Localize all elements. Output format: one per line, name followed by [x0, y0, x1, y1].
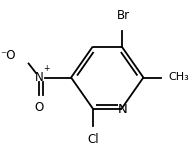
Text: CH₃: CH₃ — [169, 73, 190, 82]
Text: O: O — [35, 101, 44, 114]
Text: Cl: Cl — [87, 133, 99, 146]
Text: N: N — [35, 71, 44, 84]
Text: ⁻O: ⁻O — [0, 49, 16, 62]
Text: +: + — [43, 64, 50, 73]
Text: Br: Br — [117, 9, 130, 22]
Text: N: N — [118, 103, 127, 116]
